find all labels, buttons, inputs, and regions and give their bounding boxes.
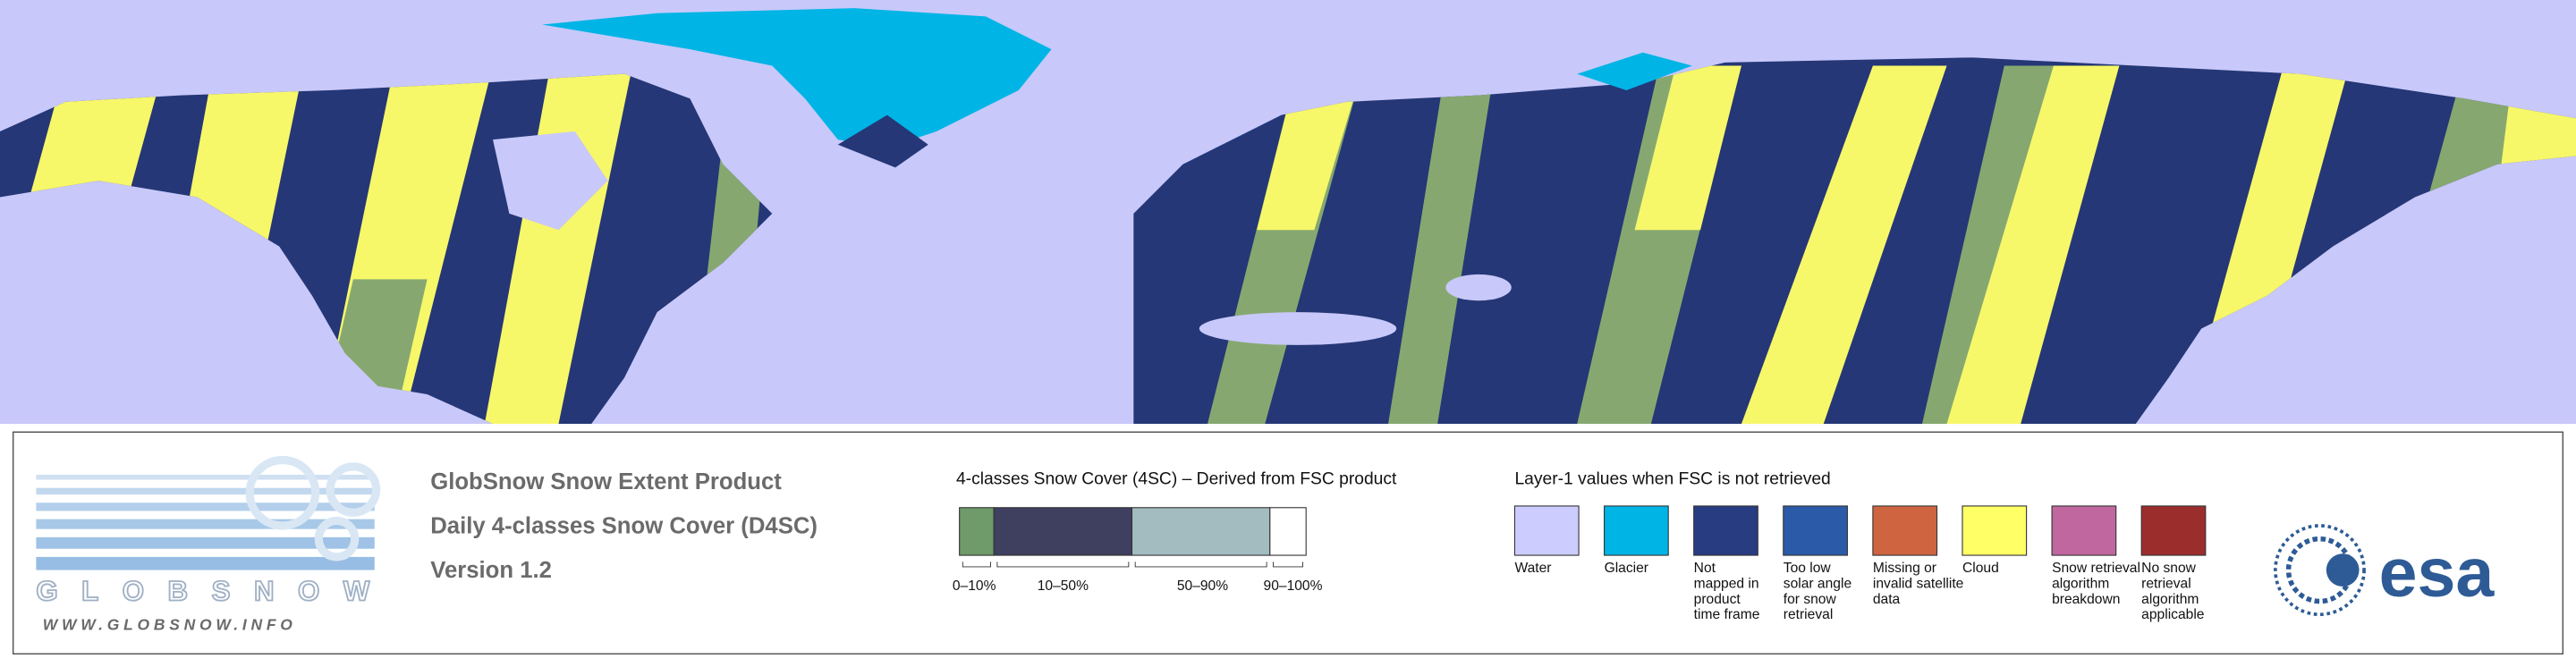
map: [0, 0, 2576, 425]
layer1-label: mapped in: [1694, 576, 1759, 591]
layer1-label: algorithm: [2052, 576, 2109, 591]
class-bracket: [962, 561, 992, 568]
class-label: 0–10%: [953, 578, 996, 594]
layer1-title: Layer-1 values when FSC is not retrieved: [1514, 470, 1830, 489]
layer1-swatch: [1513, 505, 1580, 556]
layer1-label: algorithm: [2141, 592, 2199, 607]
black-sea: [1445, 274, 1512, 301]
layer1-swatch: [2140, 505, 2207, 556]
iceland: [837, 114, 928, 168]
layer1-label: Water: [1514, 561, 1551, 576]
layer1-label: No snow: [2141, 561, 2196, 576]
hudson-bay: [493, 131, 608, 231]
class-swatch: [1131, 507, 1271, 556]
layer1-label: for snow: [1784, 592, 1837, 607]
layer1-swatch: [1962, 505, 2028, 556]
class-swatch: [959, 507, 995, 556]
layer1-swatch: [1604, 505, 1669, 556]
arctic-islands: [1577, 52, 1692, 91]
layer1-label: solar angle: [1784, 576, 1852, 591]
layer1-label: product: [1694, 592, 1741, 607]
class-label: 10–50%: [1038, 578, 1089, 594]
layer1-label: data: [1873, 592, 1901, 607]
layer1-label: Snow retrieval: [2052, 561, 2140, 576]
mediterranean: [1199, 312, 1397, 345]
layer1-swatch: [1872, 505, 1938, 556]
esa-text: esa: [2379, 535, 2496, 612]
layer1-label: Cloud: [1962, 561, 1999, 576]
layer1-label: applicable: [2141, 607, 2204, 622]
class-label: 50–90%: [1177, 578, 1228, 594]
layer1-swatch: [1693, 505, 1758, 556]
product-subtitle: Daily 4-classes Snow Cover (D4SC): [430, 514, 818, 539]
layer1-swatch: [2051, 505, 2117, 556]
product-title: GlobSnow Snow Extent Product: [430, 469, 782, 494]
layer1-label: time frame: [1694, 607, 1760, 622]
layer1-label: Not: [1694, 561, 1716, 576]
class-swatch: [1269, 507, 1307, 556]
class-label: 90–100%: [1264, 578, 1323, 594]
layer1-label: retrieval: [2141, 576, 2191, 591]
class-bracket: [1134, 561, 1267, 568]
layer1-label: invalid satellite: [1873, 576, 1963, 591]
class-bracket: [996, 561, 1130, 568]
layer1-label: breakdown: [2052, 592, 2120, 607]
layer1-label: Missing or: [1873, 561, 1936, 576]
layer1-label: retrieval: [1784, 607, 1834, 622]
class-swatch: [993, 507, 1133, 556]
layer1-label: Too low: [1784, 561, 1832, 576]
snow-cover-title: 4-classes Snow Cover (4SC) – Derived fro…: [956, 470, 1397, 489]
class-bracket: [1273, 561, 1303, 568]
product-version: Version 1.2: [430, 558, 552, 583]
esa-logo: esa: [2274, 524, 2496, 617]
greenland: [542, 8, 1052, 148]
logo-url: WWW.GLOBSNOW.INFO: [43, 616, 297, 634]
layer1-swatch: [1783, 505, 1848, 556]
layer1-label: Glacier: [1605, 561, 1648, 576]
